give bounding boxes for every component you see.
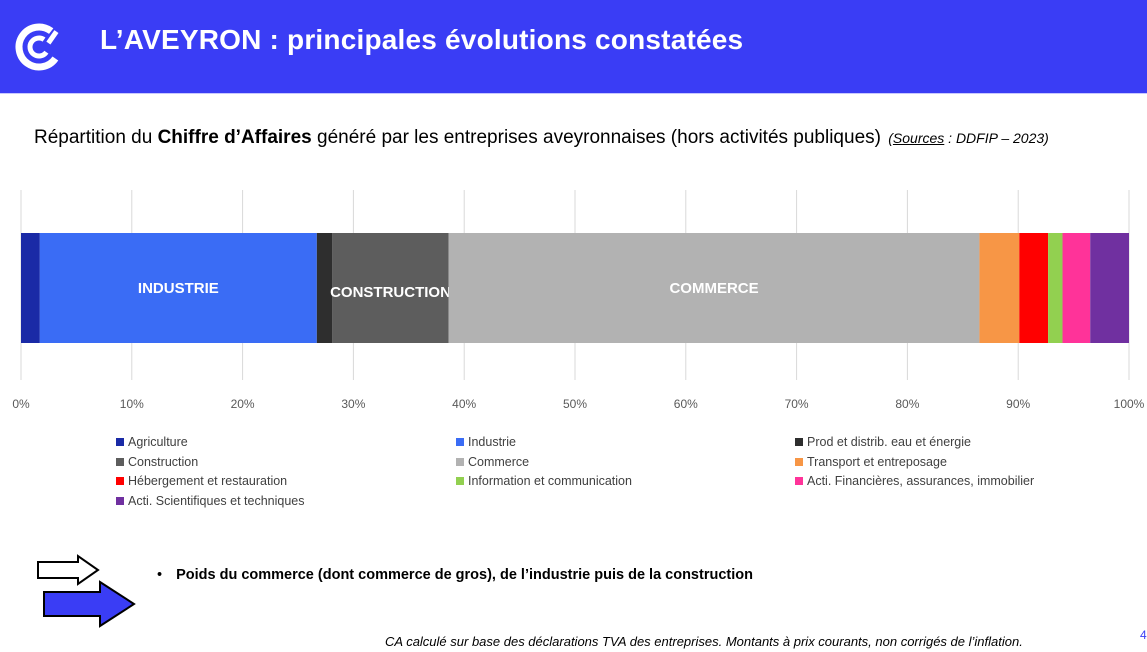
legend-swatch bbox=[795, 438, 803, 446]
key-finding: • Poids du commerce (dont commerce de gro… bbox=[157, 567, 753, 583]
key-finding-text: Poids du commerce (dont commerce de gros… bbox=[176, 567, 753, 583]
legend-label: Acti. Financières, assurances, immobilie… bbox=[807, 474, 1035, 489]
x-tick-label: 10% bbox=[120, 397, 144, 411]
page-title: L’AVEYRON : principales évolutions const… bbox=[100, 24, 744, 55]
bar-segment bbox=[21, 233, 40, 343]
legend-item: Agriculture bbox=[116, 435, 188, 449]
bar-segment bbox=[39, 233, 317, 343]
x-tick-label: 30% bbox=[341, 397, 365, 411]
bar-segment bbox=[332, 233, 449, 343]
title-part-2: généré par les entreprises aveyronnaises… bbox=[311, 127, 887, 148]
bar-segment bbox=[979, 233, 1020, 343]
source-label: Sources bbox=[892, 130, 945, 146]
source-rest: : DDFIP – 2023) bbox=[944, 130, 1049, 146]
legend-label: Hébergement et restauration bbox=[128, 474, 288, 489]
legend-label: Agriculture bbox=[128, 435, 188, 449]
legend-swatch bbox=[795, 477, 803, 486]
source-note: (Sources : DDFIP – 2023) bbox=[888, 130, 1049, 146]
legend-label: Acti. Scientifiques et techniques bbox=[128, 494, 305, 509]
legend-label: Prod et distrib. eau et énergie bbox=[807, 435, 971, 449]
legend-item: Information et communication bbox=[456, 474, 632, 488]
x-tick-label: 80% bbox=[895, 397, 919, 411]
chart-title: Répartition du Chiffre d’Affaires généré… bbox=[34, 127, 1049, 149]
legend-swatch bbox=[116, 438, 124, 446]
bar-segment bbox=[1019, 233, 1049, 343]
legend-swatch bbox=[456, 438, 464, 446]
x-tick-label: 40% bbox=[452, 397, 476, 411]
legend-label: Industrie bbox=[468, 435, 516, 449]
bar-segment bbox=[316, 233, 333, 343]
bar-segment bbox=[1048, 233, 1063, 343]
legend-item: Transport et entreposage bbox=[795, 455, 947, 469]
legend-item: Prod et distrib. eau et énergie bbox=[795, 435, 971, 449]
legend-swatch bbox=[456, 457, 464, 466]
legend-label: Information et communication bbox=[468, 474, 632, 489]
title-part-1: Répartition du bbox=[34, 127, 158, 148]
footnote: CA calculé sur base des déclarations TVA… bbox=[385, 634, 1023, 649]
legend-swatch bbox=[116, 477, 124, 486]
x-tick-label: 60% bbox=[674, 397, 698, 411]
x-tick-label: 70% bbox=[785, 397, 809, 411]
legend-item: Construction bbox=[116, 455, 198, 469]
legend-item: Acti. Financières, assurances, immobilie… bbox=[795, 474, 1034, 488]
bullet-marker: • bbox=[157, 567, 163, 583]
cci-logo-icon bbox=[15, 23, 63, 71]
double-arrow-icon bbox=[37, 554, 136, 628]
x-tick-label: 50% bbox=[563, 397, 587, 411]
legend-swatch bbox=[116, 457, 124, 466]
title-bold: Chiffre d’Affaires bbox=[157, 127, 312, 148]
data-label: CONSTRUCTION bbox=[330, 284, 451, 301]
x-tick-label: 0% bbox=[12, 397, 30, 411]
legend-item: Industrie bbox=[456, 435, 516, 449]
legend-swatch bbox=[456, 477, 464, 486]
page-number: 4 bbox=[1140, 628, 1147, 642]
bar-segment bbox=[1062, 233, 1091, 343]
header-divider bbox=[0, 93, 1147, 94]
stacked-bar-chart: 0% 10% 20% 30% 40% 50% 60% 70% 80% 90% 100% INDUSTR… bbox=[12, 190, 1145, 411]
legend-swatch bbox=[795, 457, 803, 466]
legend-label: Transport et entreposage bbox=[807, 454, 947, 469]
legend-label: Construction bbox=[128, 454, 199, 469]
x-tick-label: 20% bbox=[231, 397, 255, 411]
data-label: COMMERCE bbox=[669, 280, 758, 297]
source-open: ( bbox=[888, 130, 893, 146]
legend-label: Commerce bbox=[468, 454, 530, 469]
legend-item: Commerce bbox=[456, 455, 529, 469]
data-label: INDUSTRIE bbox=[138, 280, 219, 297]
legend-item: Acti. Scientifiques et techniques bbox=[116, 494, 305, 508]
header-bar: L’AVEYRON : principales évolutions const… bbox=[0, 0, 1147, 93]
x-tick-label: 100% bbox=[1114, 397, 1145, 411]
x-tick-label: 90% bbox=[1006, 397, 1030, 411]
bar-segment bbox=[448, 233, 980, 343]
bar-segment bbox=[1090, 233, 1129, 343]
legend-item: Hébergement et restauration bbox=[116, 474, 287, 488]
legend-swatch bbox=[116, 497, 124, 506]
